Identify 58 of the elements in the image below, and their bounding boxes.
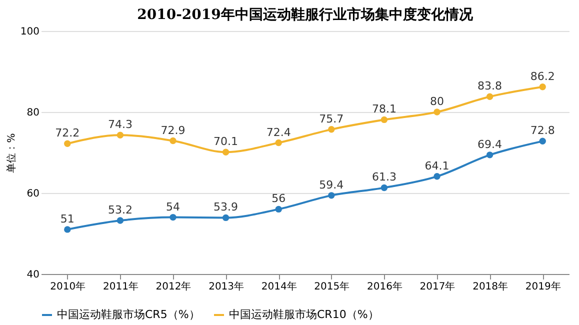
point <box>434 108 440 116</box>
data-label: 72.2 <box>55 126 80 140</box>
point <box>380 116 388 124</box>
point <box>539 84 546 90</box>
point <box>116 132 124 138</box>
data-label: 54 <box>166 200 180 214</box>
point <box>275 139 282 146</box>
data-label: 72.4 <box>266 126 291 139</box>
data-label: 83.8 <box>478 80 502 93</box>
legend-label: 中国运动鞋服市场CR5（%） <box>57 308 200 321</box>
point <box>275 206 282 213</box>
point <box>64 140 71 147</box>
point <box>380 184 388 192</box>
data-label: 69.4 <box>478 138 502 151</box>
data-label: 61.3 <box>372 170 396 184</box>
y-tick-label: 80 <box>26 108 40 118</box>
point <box>170 214 176 221</box>
x-tick-label: 2011年 <box>102 280 138 292</box>
x-tick-label: 2010年 <box>50 280 86 292</box>
data-label: 70.1 <box>214 135 238 148</box>
x-tick-label: 2015年 <box>314 280 350 292</box>
x-tick-label: 2012年 <box>156 280 192 292</box>
point <box>222 148 230 156</box>
y-axis-title: 单位：% <box>5 133 18 173</box>
data-label: 64.1 <box>424 159 450 172</box>
data-label: 72.9 <box>160 124 186 137</box>
x-tick-label: 2018年 <box>472 280 508 292</box>
data-label: 80 <box>430 95 444 108</box>
legend-label: 中国运动鞋服市场CR10（%） <box>229 308 379 321</box>
x-tick-label: 2016年 <box>366 280 402 292</box>
y-tick-label: 100 <box>20 26 40 38</box>
point <box>64 226 71 233</box>
data-label: 59.4 <box>319 178 344 192</box>
data-label: 75.7 <box>319 112 344 126</box>
data-label: 51 <box>60 212 74 226</box>
data-label: 56 <box>272 192 286 206</box>
x-tick-label: 2013年 <box>208 280 244 292</box>
data-label: 53.2 <box>108 204 132 217</box>
x-tick-label: 2017年 <box>420 280 456 292</box>
data-label: 72.8 <box>530 124 555 138</box>
chart-title: 2010-2019年中国运动鞋服行业市场集中度变化情况 <box>137 6 474 23</box>
y-tick-label: 40 <box>26 270 40 280</box>
point <box>328 126 335 133</box>
point <box>539 138 546 145</box>
y-tick-label: 60 <box>26 188 40 200</box>
data-label: 78.1 <box>372 102 396 116</box>
data-label: 74.3 <box>108 118 132 132</box>
x-tick-label: 2019年 <box>525 280 561 292</box>
point <box>486 93 494 100</box>
point <box>328 192 335 199</box>
point <box>170 137 176 144</box>
data-label: 86.2 <box>530 70 555 83</box>
point <box>434 173 440 180</box>
point <box>222 214 230 222</box>
data-label: 53.9 <box>214 200 238 214</box>
point <box>116 217 124 224</box>
x-tick-label: 2014年 <box>261 280 297 292</box>
point <box>486 152 494 158</box>
